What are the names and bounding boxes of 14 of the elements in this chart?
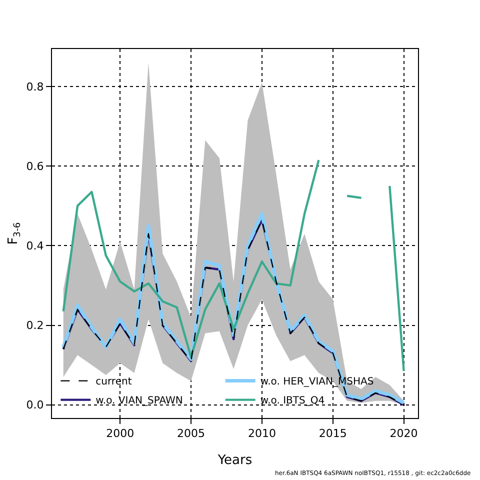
y-tick-label: 0.6	[26, 160, 44, 173]
x-tick-label: 2020	[390, 427, 418, 440]
x-tick-label: 2010	[248, 427, 276, 440]
y-tick-label: 0.4	[26, 239, 44, 252]
x-axis-title: Years	[216, 452, 252, 468]
legend-label: w.o. IBTS_Q4	[260, 396, 325, 407]
x-tick-label: 2015	[318, 427, 347, 440]
legend-label: w.o. VIAN_SPAWN	[96, 396, 183, 407]
legend-label: current	[96, 376, 132, 388]
x-tick-label: 2000	[106, 427, 134, 440]
y-tick-label: 0.2	[26, 319, 44, 332]
y-tick-label: 0.0	[26, 398, 44, 412]
y-tick-label: 0.8	[26, 80, 44, 94]
x-tick-label: 2005	[177, 427, 206, 440]
